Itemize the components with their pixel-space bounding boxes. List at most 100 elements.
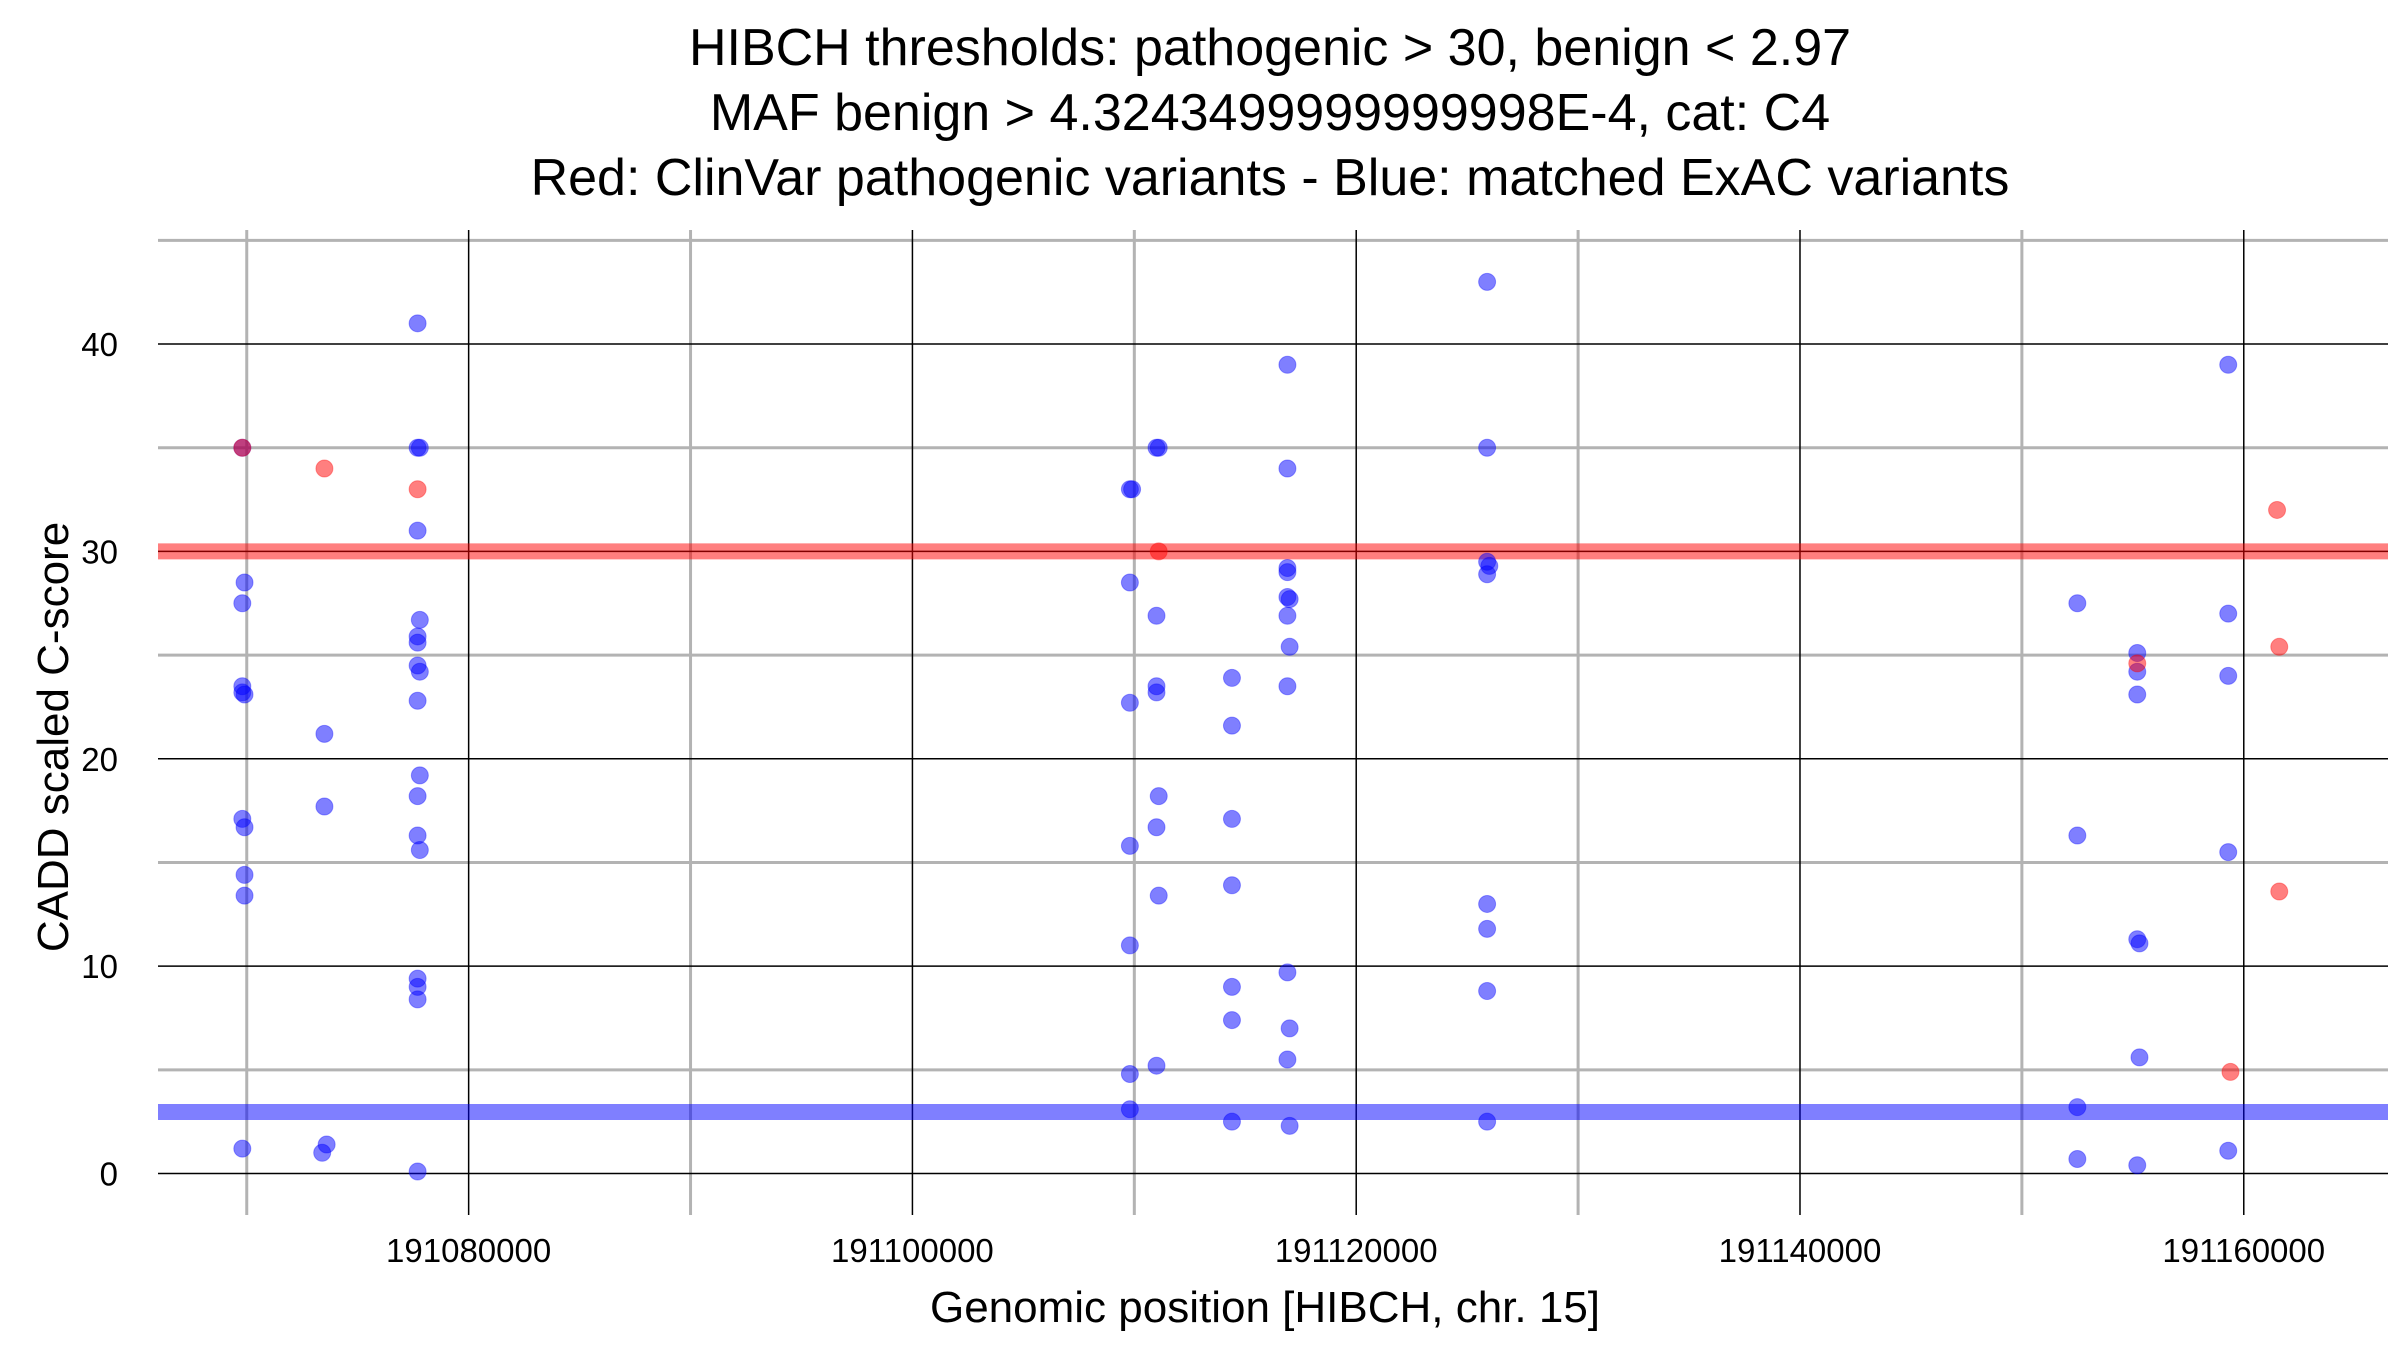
benign-point <box>2219 1141 2238 1160</box>
benign-point <box>235 886 254 905</box>
benign-point <box>1222 1011 1241 1030</box>
benign-point <box>1147 683 1166 702</box>
benign-point <box>1149 886 1168 905</box>
title-line-3: Red: ClinVar pathogenic variants - Blue:… <box>531 149 2010 207</box>
x-tick-label: 191100000 <box>831 1232 994 1269</box>
benign-point <box>1278 1050 1297 1069</box>
benign-point <box>235 685 254 704</box>
benign-point <box>1478 1112 1497 1131</box>
benign-point <box>313 1143 332 1162</box>
benign-point <box>1222 876 1241 895</box>
x-axis-ticks: 191080000 191100000 191120000 191140000 1911… <box>386 1232 2325 1269</box>
benign-point <box>1149 787 1168 806</box>
pathogenic-point <box>2270 882 2289 901</box>
benign-point <box>2068 826 2087 845</box>
y-tick-label: 10 <box>81 948 118 985</box>
y-axis-ticks: 0 10 20 30 40 <box>81 326 118 1192</box>
benign-point <box>410 610 429 629</box>
benign-point <box>315 797 334 816</box>
benign-point <box>1120 1100 1139 1119</box>
benign-point <box>1222 716 1241 735</box>
benign-point <box>410 662 429 681</box>
x-tick-label: 191140000 <box>1719 1232 1882 1269</box>
benign-point <box>1120 836 1139 855</box>
benign-point <box>410 841 429 860</box>
benign-point <box>1478 919 1497 938</box>
pathogenic-point <box>408 480 427 499</box>
benign-point <box>233 1139 252 1158</box>
pathogenic-point <box>2268 500 2287 519</box>
benign-point <box>410 438 429 457</box>
benign-point <box>1280 1116 1299 1135</box>
benign-point <box>233 594 252 613</box>
x-tick-label: 191120000 <box>1275 1232 1438 1269</box>
benign-point <box>408 314 427 333</box>
y-tick-label: 40 <box>81 326 118 363</box>
benign-point <box>1278 606 1297 625</box>
benign-point <box>1278 355 1297 374</box>
data-points <box>233 272 2289 1181</box>
benign-point <box>2068 1150 2087 1169</box>
benign-point <box>1478 438 1497 457</box>
title-line-2: MAF benign > 4.3243499999999998E-4, cat:… <box>710 84 1830 142</box>
benign-point <box>1280 1019 1299 1038</box>
benign-point <box>1478 982 1497 1001</box>
title-line-1: HIBCH thresholds: pathogenic > 30, benig… <box>689 19 1851 77</box>
pathogenic-point <box>233 438 252 457</box>
y-axis-label: CADD scaled C-score <box>29 522 78 952</box>
x-tick-label: 191160000 <box>2162 1232 2325 1269</box>
benign-point <box>235 818 254 837</box>
benign-point <box>2219 843 2238 862</box>
benign-point <box>1147 818 1166 837</box>
pathogenic-point <box>315 459 334 478</box>
benign-point <box>235 573 254 592</box>
pathogenic-point <box>2221 1062 2240 1081</box>
benign-point <box>2128 685 2147 704</box>
benign-point <box>1222 809 1241 828</box>
benign-point <box>1478 894 1497 913</box>
benign-point <box>1222 668 1241 687</box>
y-tick-label: 20 <box>81 741 118 778</box>
benign-point <box>1120 693 1139 712</box>
benign-point <box>1149 438 1168 457</box>
benign-point <box>2128 1156 2147 1175</box>
pathogenic-point <box>2128 654 2147 673</box>
chart-title: HIBCH thresholds: pathogenic > 30, benig… <box>531 19 2010 207</box>
x-tick-label: 191080000 <box>386 1232 551 1269</box>
benign-point <box>1278 563 1297 582</box>
benign-point <box>1147 606 1166 625</box>
threshold-bands <box>158 543 2388 1120</box>
benign-point <box>1280 590 1299 609</box>
major-gridlines <box>158 230 2388 1215</box>
benign-point <box>315 724 334 743</box>
pathogenic-point <box>2270 637 2289 656</box>
benign-point <box>1120 936 1139 955</box>
benign-point <box>2130 1048 2149 1067</box>
benign-point <box>408 633 427 652</box>
benign-point <box>1478 565 1497 584</box>
benign-point <box>1120 1064 1139 1083</box>
benign-point <box>2219 604 2238 623</box>
benign-point <box>1278 677 1297 696</box>
benign-point <box>235 865 254 884</box>
benign-point <box>1478 272 1497 291</box>
benign-point <box>1278 963 1297 982</box>
benign-point <box>1222 1112 1241 1131</box>
benign-point <box>410 766 429 785</box>
benign-point <box>408 521 427 540</box>
benign-point <box>2219 355 2238 374</box>
benign-point <box>2068 1098 2087 1117</box>
benign-point <box>2068 594 2087 613</box>
pathogenic-point <box>1149 542 1168 561</box>
benign-point <box>408 691 427 710</box>
x-axis-label: Genomic position [HIBCH, chr. 15] <box>930 1283 1600 1332</box>
benign-point <box>408 787 427 806</box>
benign-point <box>408 990 427 1009</box>
benign-point <box>1147 1056 1166 1075</box>
benign-point <box>1280 637 1299 656</box>
benign-point <box>2130 934 2149 953</box>
benign-point <box>408 1162 427 1181</box>
y-tick-label: 30 <box>81 533 118 570</box>
minor-gridlines <box>158 230 2388 1215</box>
